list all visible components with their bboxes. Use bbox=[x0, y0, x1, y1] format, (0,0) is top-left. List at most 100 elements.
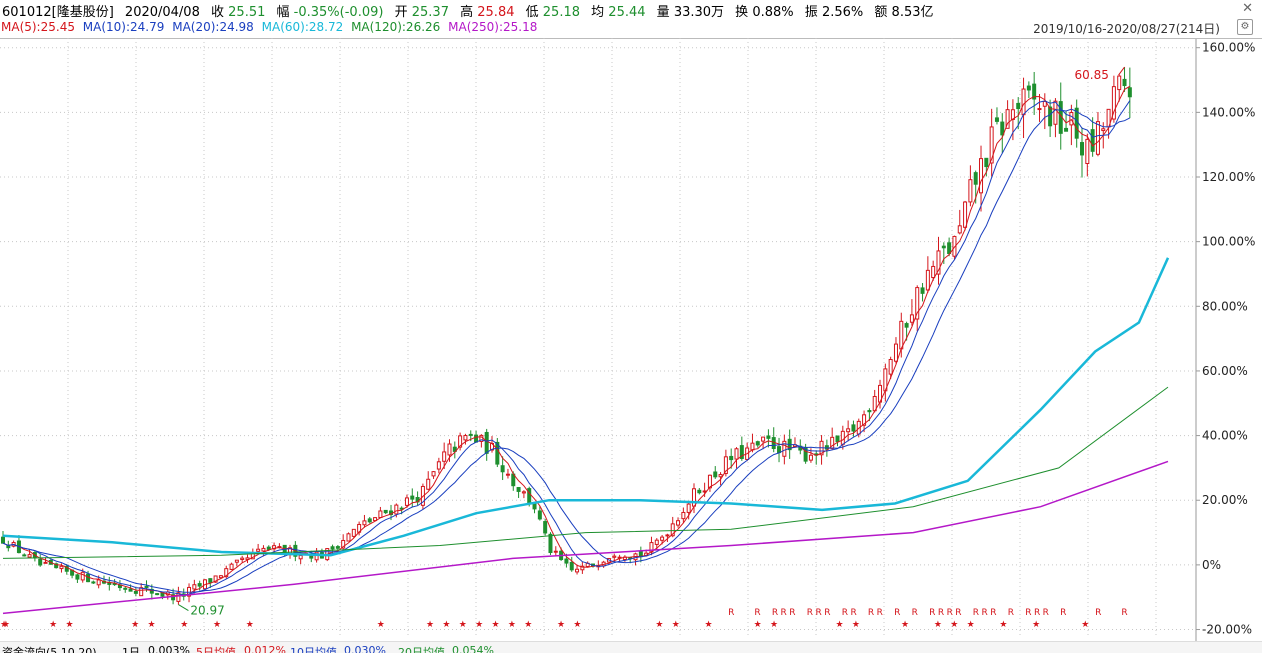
signal-r: R bbox=[877, 608, 883, 618]
candle-body bbox=[192, 584, 197, 590]
candle-body bbox=[1069, 112, 1074, 126]
signal-r: R bbox=[868, 608, 874, 618]
candle-body bbox=[1064, 127, 1069, 132]
signal-r: R bbox=[1008, 608, 1014, 618]
candle-body bbox=[979, 158, 984, 194]
candle-body bbox=[1005, 109, 1010, 129]
fund-flow-ma5: 0.012% bbox=[244, 644, 286, 653]
candle-body bbox=[904, 323, 909, 328]
signal-r: R bbox=[789, 608, 795, 618]
candle-body bbox=[404, 497, 409, 506]
signal-r: R bbox=[1043, 608, 1049, 618]
candle-body bbox=[436, 461, 441, 470]
volume-field: 量 33.30万 bbox=[656, 5, 725, 20]
candle-body bbox=[139, 587, 144, 597]
candlestick-chart[interactable]: -20.00% 0% 20.00% 40.00% 60.00% 80.00% 100.00%… bbox=[0, 38, 1262, 641]
candle-body bbox=[931, 265, 936, 279]
candle-body bbox=[707, 474, 712, 489]
candle-body bbox=[197, 583, 202, 587]
signal-star: ★ bbox=[180, 620, 188, 630]
signal-star: ★ bbox=[459, 620, 467, 630]
candle-body bbox=[691, 488, 696, 507]
candle-body bbox=[27, 554, 32, 558]
signal-r: R bbox=[781, 608, 787, 618]
ma5-line bbox=[2, 85, 1131, 597]
candle-body bbox=[1111, 86, 1116, 120]
candle-body bbox=[38, 558, 43, 566]
candle-body bbox=[984, 157, 989, 168]
signal-star: ★ bbox=[704, 620, 712, 630]
low-value-label: 20.97 bbox=[190, 604, 224, 618]
candle-body bbox=[176, 592, 181, 602]
candle-body bbox=[394, 504, 399, 515]
quote-header: 601012[隆基股份] 2020/04/08 收 25.51 幅 -0.35%… bbox=[2, 1, 941, 20]
y-tick-label: 140.00% bbox=[1202, 105, 1255, 119]
candle-body bbox=[474, 434, 479, 443]
signal-r: R bbox=[772, 608, 778, 618]
signal-r: R bbox=[824, 608, 830, 618]
high-value-label: 60.85 bbox=[1075, 68, 1109, 82]
signal-star: ★ bbox=[2, 620, 10, 630]
candle-body bbox=[75, 574, 80, 580]
candle-body bbox=[6, 545, 11, 549]
fund-flow-bar: 资金流向(5,10,20) 1日 0.003% 5日均值 0.012% 10日均… bbox=[0, 641, 1262, 653]
fund-flow-ma20: 0.054% bbox=[452, 644, 494, 653]
signal-r: R bbox=[728, 608, 734, 618]
ma60-legend: MA(60):28.72 bbox=[261, 20, 344, 34]
signal-r: R bbox=[1095, 608, 1101, 618]
candle-body bbox=[766, 435, 771, 439]
candle-body bbox=[256, 548, 261, 552]
candle-body bbox=[968, 179, 973, 203]
turnover-field: 换 0.88% bbox=[735, 5, 794, 20]
signal-star: ★ bbox=[852, 620, 860, 630]
candle-body bbox=[144, 585, 149, 588]
signal-star: ★ bbox=[377, 620, 385, 630]
candle-body bbox=[495, 441, 500, 465]
candle-body bbox=[1032, 83, 1037, 100]
candle-body bbox=[229, 563, 234, 570]
ma120-legend: MA(120):26.26 bbox=[351, 20, 441, 34]
open-field: 开 25.37 bbox=[394, 5, 449, 20]
candle-body bbox=[575, 568, 580, 573]
signal-star: ★ bbox=[573, 620, 581, 630]
candle-body bbox=[128, 588, 133, 592]
candle-body bbox=[64, 565, 69, 572]
signal-star: ★ bbox=[508, 620, 516, 630]
candle-body bbox=[1122, 78, 1127, 87]
signal-star: ★ bbox=[213, 620, 221, 630]
candle-body bbox=[362, 520, 367, 526]
candle-body bbox=[261, 547, 266, 552]
candle-body bbox=[548, 533, 553, 554]
candle-body bbox=[123, 587, 128, 590]
signal-star: ★ bbox=[950, 620, 958, 630]
gear-icon[interactable]: ⚙ bbox=[1237, 19, 1253, 35]
signal-star: ★ bbox=[557, 620, 565, 630]
close-icon[interactable]: ✕ bbox=[1242, 1, 1253, 16]
candle-body bbox=[862, 414, 867, 426]
y-tick-label: -20.00% bbox=[1202, 623, 1252, 637]
y-tick-label: 120.00% bbox=[1202, 170, 1255, 184]
signal-star: ★ bbox=[770, 620, 778, 630]
candle-body bbox=[729, 455, 734, 461]
candle-body bbox=[941, 245, 946, 249]
candle-body bbox=[553, 550, 558, 553]
signal-star: ★ bbox=[1081, 620, 1089, 630]
candle-body bbox=[660, 536, 665, 541]
candle-body bbox=[80, 571, 85, 581]
signal-star: ★ bbox=[66, 620, 74, 630]
high-marker-line bbox=[1118, 66, 1125, 76]
candle-body bbox=[952, 235, 957, 257]
candle-body bbox=[734, 448, 739, 460]
candle-body bbox=[893, 343, 898, 362]
ma20-line bbox=[2, 108, 1131, 593]
candle-body bbox=[851, 424, 856, 432]
signal-star: ★ bbox=[524, 620, 532, 630]
y-tick-label: 40.00% bbox=[1202, 429, 1248, 443]
candle-body bbox=[1000, 121, 1005, 136]
candle-body bbox=[521, 491, 526, 494]
signal-r: R bbox=[816, 608, 822, 618]
ma120-line bbox=[2, 386, 1169, 559]
candle-body bbox=[500, 465, 505, 473]
candle-body bbox=[458, 435, 463, 448]
signal-r: R bbox=[912, 608, 918, 618]
